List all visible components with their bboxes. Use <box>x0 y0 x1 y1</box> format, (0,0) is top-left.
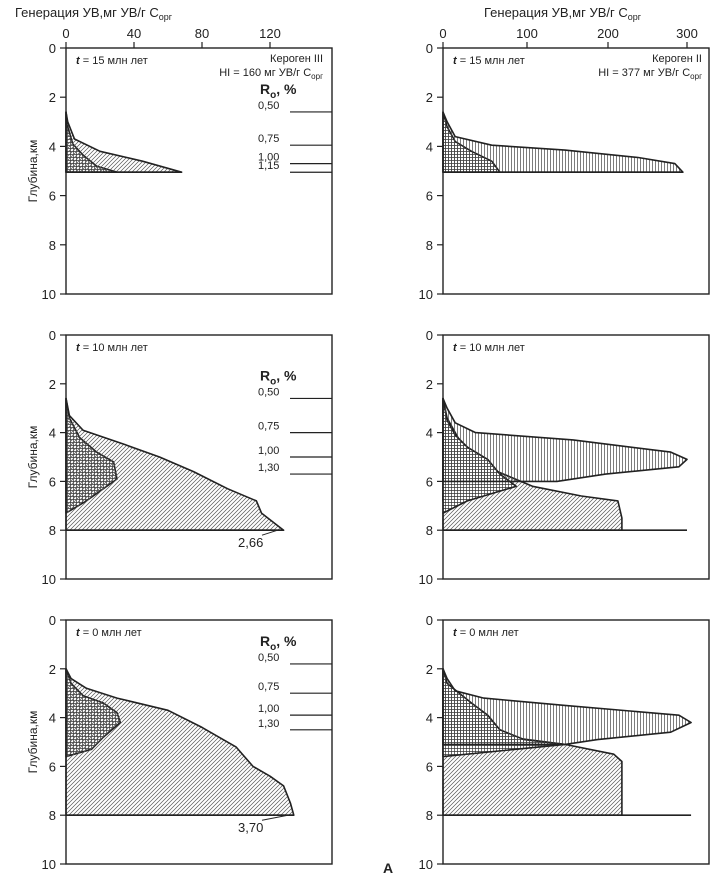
area-series-2 <box>442 111 684 173</box>
ro-header: Ro, % <box>260 633 297 653</box>
max-value-label: 2,66 <box>238 535 263 550</box>
y-tick-label: 2 <box>49 662 56 677</box>
plot-frame <box>65 619 333 865</box>
x-tick-label: 80 <box>195 26 209 41</box>
y-tick-label: 8 <box>426 523 433 538</box>
y-tick-label: 0 <box>426 613 433 628</box>
time-label: t = 15 млн лет <box>76 55 148 67</box>
time-label: t = 0 млн лет <box>76 627 142 639</box>
y-tick-label: 2 <box>426 90 433 105</box>
y-tick-label: 10 <box>419 572 433 587</box>
ro-marker-label: 1,30 <box>258 462 279 474</box>
y-tick-label: 0 <box>49 613 56 628</box>
y-tick-label: 10 <box>42 287 56 302</box>
ro-marker-label: 0,50 <box>258 386 279 398</box>
plot-frame <box>65 47 333 295</box>
plot-frame <box>442 334 710 580</box>
area-series-2 <box>65 111 183 173</box>
time-label: t = 0 млн лет <box>453 627 519 639</box>
y-tick-label: 4 <box>49 426 56 441</box>
y-tick-label: 2 <box>426 662 433 677</box>
y-tick-label: 0 <box>49 41 56 56</box>
area-series-2 <box>65 667 295 817</box>
ro-marker-label: 0,75 <box>258 133 279 145</box>
kerogen-iii-hi: HI = 160 мг УВ/г Сорг <box>219 67 323 81</box>
time-label: t = 10 млн лет <box>453 342 525 354</box>
panel-row3-left: 0 2 4 6 8 10 t = 0 млн лет Ro, %0,50 0,75 1,00 1,3… <box>26 613 333 872</box>
y-tick-label: 4 <box>426 711 433 726</box>
y-tick-label: 2 <box>49 377 56 392</box>
max-value-label: 3,70 <box>238 820 263 835</box>
right-top-axis-title: Генерация УВ,мг УВ/г Сорг <box>484 5 642 22</box>
panel-row3-right: 0 2 4 6 8 10 t = 0 млн лет <box>419 613 710 872</box>
max-value-leader <box>261 814 288 821</box>
x-tick-label: 0 <box>439 26 446 41</box>
y-tick-label: 10 <box>42 572 56 587</box>
area-series-2 <box>65 397 285 532</box>
kerogen-ii-hi: HI = 377 мг УВ/г Сорг <box>598 67 702 81</box>
x-tick-label: 200 <box>597 26 619 41</box>
left-top-axis-title: Генерация УВ,мг УВ/г Сорг <box>15 5 173 22</box>
ro-header: Ro, % <box>260 367 297 387</box>
y-tick-label: 10 <box>419 287 433 302</box>
x-tick-label: 100 <box>516 26 538 41</box>
ro-marker-label: 1,00 <box>258 152 279 164</box>
y-tick-label: 4 <box>49 139 56 154</box>
y-tick-label: 10 <box>42 857 56 872</box>
y-tick-label: 8 <box>426 238 433 253</box>
ro-header: Ro, % <box>260 81 297 101</box>
y-tick-label: 8 <box>49 808 56 823</box>
y-tick-label: 4 <box>49 711 56 726</box>
y-tick-label: 4 <box>426 139 433 154</box>
plot-frame <box>442 47 710 295</box>
kerogen-ii-label: Кероген II <box>652 53 702 65</box>
ro-marker-label: 0,50 <box>258 652 279 664</box>
panel-row2-right: 0 2 4 6 8 10 t = 10 млн лет <box>419 328 710 587</box>
max-value-leader <box>261 529 278 536</box>
y-tick-label: 2 <box>426 377 433 392</box>
figure-label: А <box>383 860 393 875</box>
ro-marker-label: 1,15 <box>258 160 279 172</box>
time-label: t = 15 млн лет <box>453 55 525 67</box>
area-series-3 <box>442 397 688 483</box>
y-tick-label: 4 <box>426 426 433 441</box>
ro-marker-label: 0,75 <box>258 421 279 433</box>
x-tick-label: 0 <box>62 26 69 41</box>
ro-marker-label: 1,30 <box>258 718 279 730</box>
y-tick-label: 6 <box>49 189 56 204</box>
kerogen-iii-label: Кероген III <box>270 53 323 65</box>
y-axis-title: Глубина,км <box>26 426 40 489</box>
y-tick-label: 10 <box>419 857 433 872</box>
y-tick-label: 6 <box>426 189 433 204</box>
y-tick-label: 2 <box>49 90 56 105</box>
y-axis-title: Глубина,км <box>26 711 40 774</box>
ro-marker-label: 0,75 <box>258 681 279 693</box>
y-tick-label: 8 <box>49 238 56 253</box>
ro-marker-label: 1,00 <box>258 445 279 457</box>
area-series-3 <box>442 667 692 746</box>
y-tick-label: 8 <box>49 523 56 538</box>
time-label: t = 10 млн лет <box>76 342 148 354</box>
ro-marker-label: 0,50 <box>258 100 279 112</box>
y-tick-label: 8 <box>426 808 433 823</box>
panel-row1-left: 0 2 4 6 8 10 0 40 80 120 t = 15 млн лет Ro, %0,50 0,… <box>26 26 333 302</box>
x-tick-label: 120 <box>259 26 281 41</box>
y-tick-label: 0 <box>426 328 433 343</box>
x-tick-label: 40 <box>127 26 141 41</box>
y-tick-label: 6 <box>49 759 56 774</box>
y-tick-label: 6 <box>426 474 433 489</box>
plot-frame <box>442 619 710 865</box>
y-tick-label: 6 <box>49 474 56 489</box>
y-tick-label: 0 <box>49 328 56 343</box>
panel-row2-left: 0 2 4 6 8 10 t = 10 млн лет Ro, %0,50 0,75 1,00 1,… <box>26 328 333 587</box>
y-tick-label: 6 <box>426 759 433 774</box>
y-tick-label: 0 <box>426 41 433 56</box>
y-axis-title: Глубина,км <box>26 140 40 203</box>
ro-marker-label: 1,00 <box>258 703 279 715</box>
x-tick-label: 300 <box>676 26 698 41</box>
